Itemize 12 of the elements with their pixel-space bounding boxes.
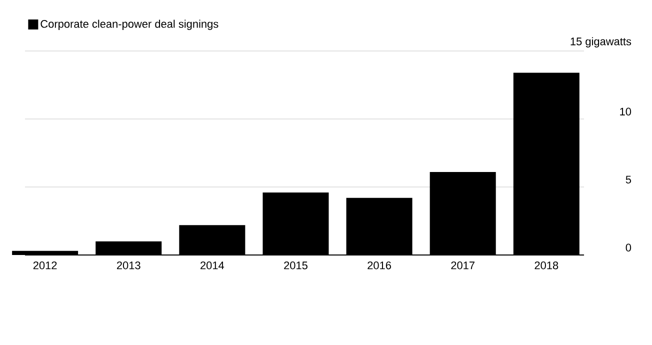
y-tick-label: 15 gigawatts: [570, 37, 632, 48]
x-tick-label: 2017: [451, 262, 474, 270]
x-tick-label: 2015: [284, 262, 308, 270]
legend-label: Corporate clean-power deal signings: [40, 20, 218, 30]
x-tick-label: 2013: [116, 262, 140, 270]
y-tick-label: 0: [626, 244, 632, 252]
x-tick-label: 2012: [33, 262, 57, 270]
y-tick-label: 5: [626, 176, 632, 184]
x-tick-label: 2018: [534, 262, 558, 270]
x-tick-label: 2014: [200, 262, 224, 270]
y-tick-label: 10: [620, 108, 632, 116]
x-tick-label: 2016: [368, 262, 391, 270]
